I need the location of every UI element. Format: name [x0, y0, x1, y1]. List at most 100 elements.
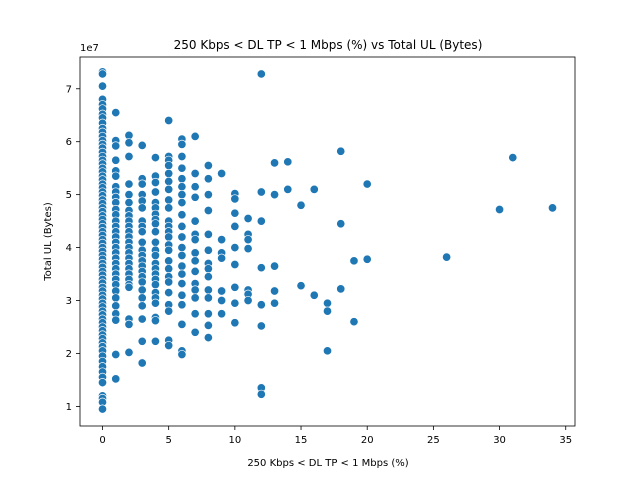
data-point: [270, 190, 280, 200]
data-point: [164, 340, 174, 351]
data-point: [150, 177, 160, 188]
data-point: [243, 235, 253, 245]
data-point: [322, 306, 333, 316]
data-point: [111, 155, 121, 165]
data-point: [217, 168, 227, 179]
data-point: [150, 227, 160, 237]
x-axis-label: 250 Kbps < DL TP < 1 Mbps (%): [247, 458, 408, 469]
data-point: [362, 254, 372, 264]
data-point: [243, 244, 253, 254]
data-point: [217, 309, 227, 319]
data-point: [97, 81, 108, 91]
data-point: [547, 203, 558, 213]
data-point: [150, 336, 160, 346]
data-point: [177, 279, 187, 289]
data-point: [137, 203, 147, 213]
data-point: [256, 389, 266, 399]
data-point: [243, 213, 253, 224]
data-point: [309, 184, 319, 194]
data-point: [177, 163, 187, 173]
data-point: [137, 277, 147, 287]
data-point: [442, 252, 452, 262]
data-point: [190, 168, 200, 179]
data-point: [111, 349, 121, 360]
data-point: [203, 174, 213, 184]
data-point: [137, 314, 147, 324]
data-point: [150, 153, 160, 163]
data-point: [190, 309, 200, 319]
data-point: [296, 281, 306, 291]
data-point: [177, 261, 187, 271]
data-point: [164, 245, 174, 255]
data-point: [256, 216, 266, 226]
data-point: [256, 263, 266, 273]
data-point: [508, 153, 518, 163]
data-point: [111, 374, 121, 384]
data-point: [177, 290, 187, 300]
data-point: [203, 205, 213, 216]
data-point: [137, 336, 147, 346]
data-point: [177, 139, 187, 149]
data-point: [256, 187, 266, 197]
data-point: [230, 208, 240, 218]
y-tick-label: 5: [66, 190, 72, 201]
data-point: [150, 280, 160, 290]
data-point: [164, 256, 174, 266]
data-point: [177, 300, 187, 310]
data-point: [137, 293, 147, 303]
x-tick-label: 10: [228, 435, 241, 446]
data-point: [177, 174, 187, 184]
x-tick-label: 5: [165, 435, 171, 446]
data-point: [203, 293, 213, 303]
data-point: [150, 237, 160, 247]
data-point: [256, 321, 266, 331]
data-point: [137, 140, 147, 150]
data-point: [203, 190, 213, 200]
y-axis-label: Total UL (Bytes): [43, 202, 54, 282]
y-axis-offset-label: 1e7: [80, 43, 99, 54]
data-point: [270, 298, 280, 308]
y-tick-label: 3: [66, 296, 72, 307]
data-point: [111, 141, 121, 151]
data-point: [111, 293, 121, 303]
data-point: [177, 221, 187, 231]
data-point: [336, 146, 346, 156]
data-point: [164, 160, 174, 171]
data-point: [164, 288, 174, 298]
y-tick-label: 7: [66, 84, 72, 95]
data-point: [150, 298, 160, 308]
data-point: [230, 318, 240, 328]
data-point: [177, 349, 187, 360]
data-point: [124, 179, 134, 189]
data-point: [283, 184, 293, 194]
data-point: [124, 151, 134, 162]
data-point: [270, 261, 280, 271]
y-tick-label: 1: [66, 402, 72, 413]
data-point: [177, 243, 187, 253]
data-point: [177, 182, 187, 192]
data-point: [322, 298, 333, 308]
data-point: [190, 131, 200, 141]
data-point: [124, 190, 134, 200]
x-tick-label: 0: [99, 435, 105, 446]
x-tick-label: 30: [493, 435, 506, 446]
data-point: [164, 232, 174, 242]
data-point: [97, 378, 108, 388]
data-point: [177, 319, 187, 329]
data-points: [97, 67, 558, 414]
x-tick-label: 25: [427, 435, 440, 446]
data-point: [190, 327, 200, 337]
data-point: [137, 358, 147, 368]
data-point: [256, 300, 266, 310]
data-point: [177, 269, 187, 279]
y-tick-label: 2: [66, 349, 72, 360]
data-point: [97, 69, 108, 79]
data-point: [164, 277, 174, 287]
y-tick-label: 6: [66, 137, 72, 148]
data-point: [111, 301, 121, 311]
data-point: [230, 298, 240, 308]
data-point: [203, 272, 213, 282]
data-point: [203, 229, 213, 239]
data-point: [270, 286, 280, 296]
